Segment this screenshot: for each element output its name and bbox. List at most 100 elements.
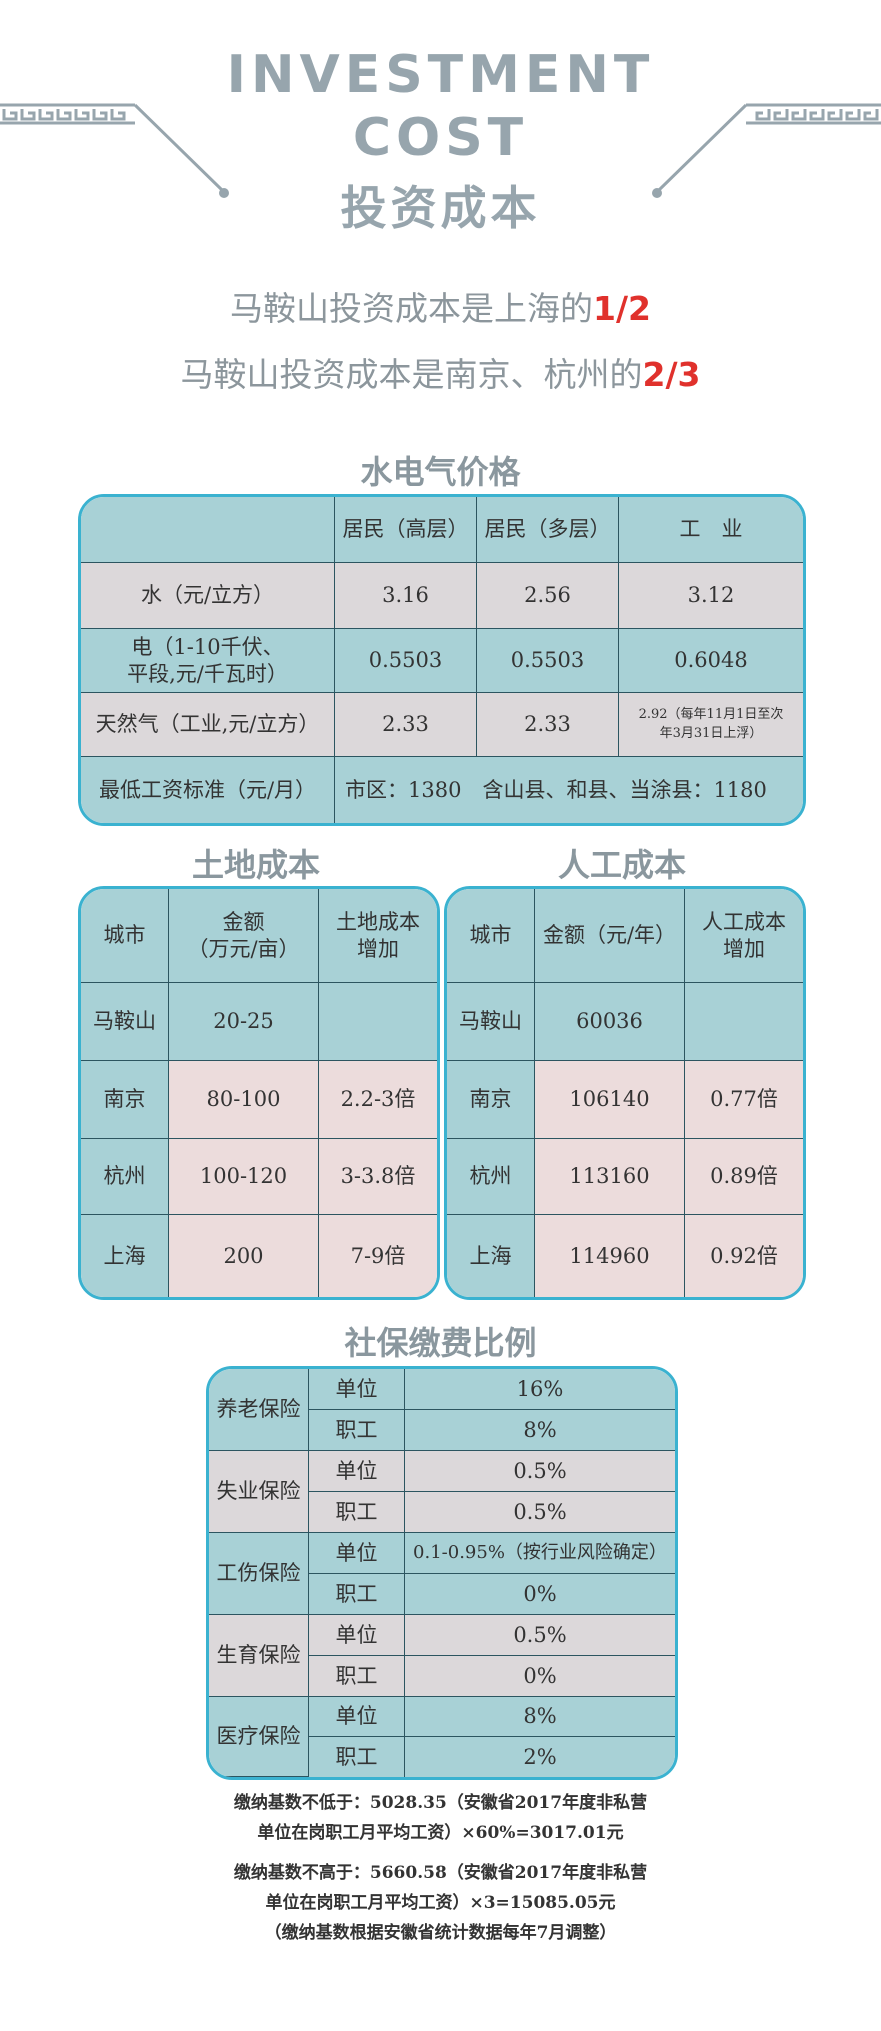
table-row: 杭州 113160 0.89倍 xyxy=(447,1139,803,1215)
labor-header-increase-line2: 增加 xyxy=(723,936,765,961)
labor-amount: 60036 xyxy=(535,983,685,1061)
header-title-cn: 投资成本 xyxy=(340,181,541,235)
land-increase xyxy=(319,983,437,1061)
insurance-group-name: 医疗保险 xyxy=(209,1697,309,1777)
utilities-electric-label-line2: 平段,元/千瓦时） xyxy=(127,661,288,686)
insurance-employer-label: 单位 xyxy=(309,1533,405,1574)
land-increase: 7-9倍 xyxy=(319,1215,437,1297)
insurance-table: 养老保险 单位 16% 职工 8% 失业保险 单位 0.5% 职工 0.5% 工… xyxy=(206,1366,678,1780)
utilities-electric-industrial: 0.6048 xyxy=(619,629,803,693)
utilities-water-industrial: 3.12 xyxy=(619,563,803,629)
table-row: 上海 114960 0.92倍 xyxy=(447,1215,803,1297)
table-row: 南京 80-100 2.2-3倍 xyxy=(81,1061,437,1139)
insurance-employee-rate: 8% xyxy=(405,1410,675,1451)
note-max-line2: 单位在岗职工月平均工资）×3=15085.05元 xyxy=(265,1893,616,1913)
labor-amount: 114960 xyxy=(535,1215,685,1297)
right-ornament xyxy=(652,103,881,198)
insurance-employer-label: 单位 xyxy=(309,1369,405,1410)
labor-increase: 0.89倍 xyxy=(685,1139,803,1215)
utilities-wage-value: 市区：1380 含山县、和县、当涂县：1180 xyxy=(335,757,803,823)
utilities-electric-multistory: 0.5503 xyxy=(477,629,619,693)
insurance-employer-rate: 0.5% xyxy=(405,1451,675,1492)
utilities-header-multistory: 居民（多层） xyxy=(477,497,619,563)
utilities-title: 水电气价格 xyxy=(360,453,521,491)
labor-increase: 0.92倍 xyxy=(685,1215,803,1297)
land-city: 杭州 xyxy=(81,1139,169,1215)
utilities-electric-label: 电（1-10千伏、 平段,元/千瓦时） xyxy=(81,629,335,693)
insurance-employer-label: 单位 xyxy=(309,1697,405,1737)
table-row: 养老保险 单位 16% xyxy=(209,1369,675,1451)
land-amount: 20-25 xyxy=(169,983,319,1061)
table-row: 最低工资标准（元/月） 市区：1380 含山县、和县、当涂县：1180 xyxy=(81,757,803,823)
land-header-city: 城市 xyxy=(81,889,169,983)
labor-amount: 106140 xyxy=(535,1061,685,1139)
land-city: 马鞍山 xyxy=(81,983,169,1061)
utilities-header-row: 居民（高层） 居民（多层） 工 业 xyxy=(81,497,803,563)
table-row: 电（1-10千伏、 平段,元/千瓦时） 0.5503 0.5503 0.6048 xyxy=(81,629,803,693)
land-increase: 2.2-3倍 xyxy=(319,1061,437,1139)
insurance-title: 社保缴费比例 xyxy=(344,1324,537,1362)
summary-line2-value: 2/3 xyxy=(642,355,701,394)
insurance-employee-label: 职工 xyxy=(309,1574,405,1615)
land-header-increase-line1: 土地成本 xyxy=(336,910,420,935)
insurance-employee-rate: 0.5% xyxy=(405,1492,675,1533)
insurance-employer-rate: 16% xyxy=(405,1369,675,1410)
land-table: 城市 金额 （万元/亩） 土地成本 增加 马鞍山 20-25 南京 80-100… xyxy=(78,886,440,1300)
table-row: 南京 106140 0.77倍 xyxy=(447,1061,803,1139)
utilities-electric-label-line1: 电（1-10千伏、 xyxy=(131,635,284,660)
utilities-gas-multistory: 2.33 xyxy=(477,693,619,757)
land-title: 土地成本 xyxy=(191,846,320,884)
note-min-line2: 单位在岗职工月平均工资）×60%=3017.01元 xyxy=(257,1823,624,1843)
table-row: 天然气（工业,元/立方） 2.33 2.33 2.92（每年11月1日至次 年3… xyxy=(81,693,803,757)
table-row: 水（元/立方） 3.16 2.56 3.12 xyxy=(81,563,803,629)
summary-line1-value: 1/2 xyxy=(593,289,651,328)
utilities-gas-industrial: 2.92（每年11月1日至次 年3月31日上浮） xyxy=(619,693,803,757)
utilities-water-highrise: 3.16 xyxy=(335,563,477,629)
insurance-employee-label: 职工 xyxy=(309,1656,405,1697)
labor-city: 上海 xyxy=(447,1215,535,1297)
utilities-table: 居民（高层） 居民（多层） 工 业 水（元/立方） 3.16 2.56 3.12… xyxy=(78,494,806,826)
insurance-employee-rate: 2% xyxy=(405,1737,675,1777)
summary-line2: 马鞍山投资成本是南京、杭州的2/3 xyxy=(0,348,881,396)
land-header-increase-line2: 增加 xyxy=(357,936,399,961)
insurance-employee-rate: 0% xyxy=(405,1574,675,1615)
insurance-group-name: 养老保险 xyxy=(209,1369,309,1451)
insurance-employee-rate: 0% xyxy=(405,1656,675,1697)
land-increase: 3-3.8倍 xyxy=(319,1139,437,1215)
insurance-employee-label: 职工 xyxy=(309,1492,405,1533)
utilities-water-label: 水（元/立方） xyxy=(81,563,335,629)
insurance-employee-label: 职工 xyxy=(309,1737,405,1777)
labor-header-increase: 人工成本 增加 xyxy=(685,889,803,983)
labor-city: 马鞍山 xyxy=(447,983,535,1061)
table-row: 杭州 100-120 3-3.8倍 xyxy=(81,1139,437,1215)
note-max-line1: 缴纳基数不高于：5660.58（安徽省2017年度非私营 xyxy=(233,1863,648,1883)
insurance-employer-rate: 0.5% xyxy=(405,1615,675,1656)
insurance-group-name: 失业保险 xyxy=(209,1451,309,1533)
table-row: 马鞍山 20-25 xyxy=(81,983,437,1061)
table-row: 马鞍山 60036 xyxy=(447,983,803,1061)
summary-line2-text: 马鞍山投资成本是南京、杭州的 xyxy=(180,355,643,394)
summary-line1: 马鞍山投资成本是上海的1/2 xyxy=(0,282,881,330)
insurance-employee-label: 职工 xyxy=(309,1410,405,1451)
land-header-row: 城市 金额 （万元/亩） 土地成本 增加 xyxy=(81,889,437,983)
utilities-header-industrial: 工 业 xyxy=(619,497,803,563)
table-row: 医疗保险 单位 8% xyxy=(209,1697,675,1777)
labor-header-row: 城市 金额（元/年） 人工成本 增加 xyxy=(447,889,803,983)
table-row: 职工 2% xyxy=(209,1737,675,1777)
labor-city: 杭州 xyxy=(447,1139,535,1215)
land-header-amount-line1: 金额 xyxy=(222,910,265,935)
insurance-employer-rate: 8% xyxy=(405,1697,675,1737)
utilities-gas-industrial-line2: 年3月31日上浮） xyxy=(659,725,763,741)
labor-city: 南京 xyxy=(447,1061,535,1139)
utilities-header-empty xyxy=(81,497,335,563)
utilities-gas-industrial-line1: 2.92（每年11月1日至次 xyxy=(638,707,784,723)
header-title-line1: INVESTMENT xyxy=(226,45,655,105)
table-row: 工伤保险 单位 0.1-0.95%（按行业风险确定） xyxy=(209,1533,675,1615)
table-row: 上海 200 7-9倍 xyxy=(81,1215,437,1297)
table-row: 职工 0% xyxy=(209,1574,675,1615)
labor-increase: 0.77倍 xyxy=(685,1061,803,1139)
note-max-line3: （缴纳基数根据安徽省统计数据每年7月调整） xyxy=(264,1923,617,1943)
land-header-amount-line2: （万元/亩） xyxy=(187,936,300,961)
utilities-header-highrise: 居民（高层） xyxy=(335,497,477,563)
insurance-employer-label: 单位 xyxy=(309,1615,405,1656)
